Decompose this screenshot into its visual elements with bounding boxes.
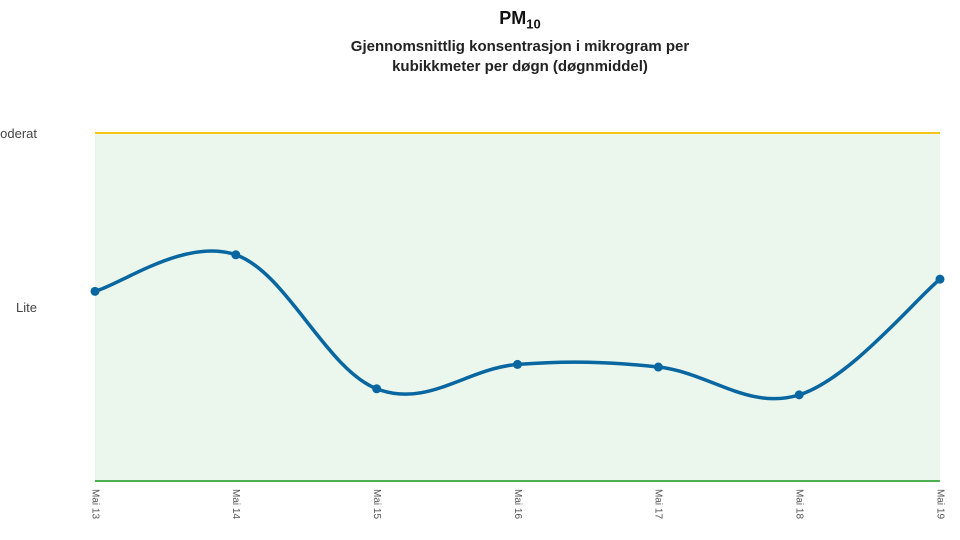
x-tick-label: Mai 19 (934, 489, 945, 519)
data-point-2 (231, 250, 241, 260)
x-tick-label: Mai 13 (89, 489, 100, 519)
x-tick-label: Mai 15 (371, 489, 382, 519)
chart-subtitle: Gjennomsnittlig konsentrasjon i mikrogra… (0, 37, 960, 77)
chart-title: PM10 (0, 6, 960, 37)
data-point-1 (90, 286, 100, 296)
data-point-6 (794, 390, 804, 400)
data-point-7 (935, 274, 945, 284)
x-tick-label: Mai 16 (512, 489, 523, 519)
threshold-label-lite: Lite (16, 300, 37, 315)
threshold-label-moderat: Moderat (0, 126, 37, 141)
x-tick-label: Mai 18 (794, 489, 805, 519)
data-point-4 (513, 359, 522, 369)
chart-subtitle-line-1: Gjennomsnittlig konsentrasjon i mikrogra… (350, 37, 690, 55)
data-point-3 (372, 384, 382, 394)
chart-title-text: PM (499, 8, 527, 28)
chart-subtitle-line-2: kubikkmeter per døgn (døgnmiddel) (392, 57, 648, 75)
title-block: PM10 Gjennomsnittlig konsentrasjon i mik… (0, 6, 960, 77)
band-background (95, 133, 940, 481)
band-layer (95, 132, 940, 482)
label-layer: Lite Moderat Mai 13 Mai 14 Mai 15 Mai 16 Mai 1… (0, 126, 945, 519)
data-point-5 (653, 362, 663, 372)
series-layer (90, 249, 945, 401)
x-tick-label: Mai 17 (653, 489, 664, 519)
x-tick-label: Mai 14 (230, 489, 241, 519)
chart-title-subscript: 10 (526, 16, 541, 32)
